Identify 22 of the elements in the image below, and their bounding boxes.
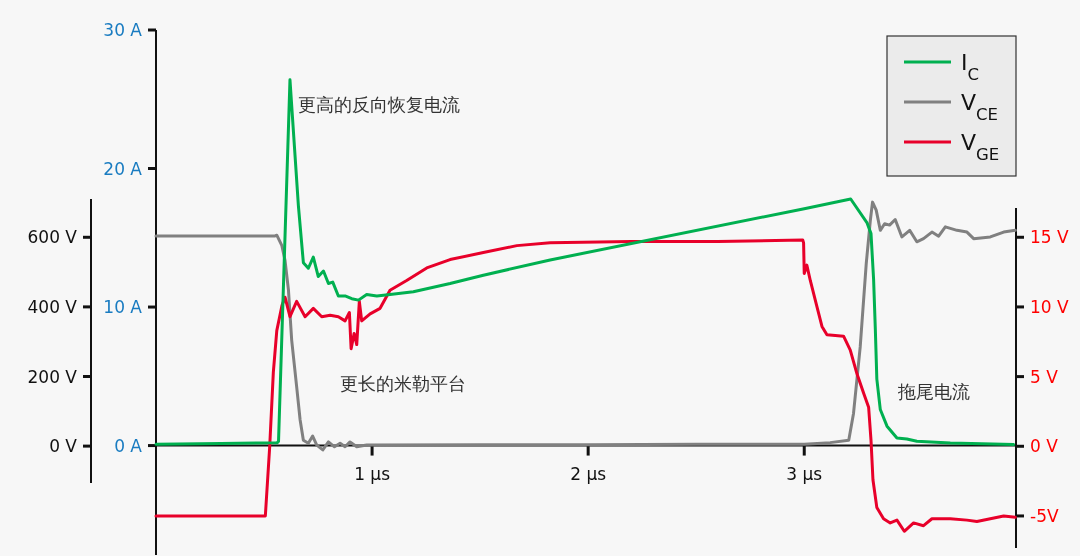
x-tick-label: 3 µs [786, 463, 823, 484]
y3-tick-label: 600 V [27, 227, 78, 248]
annotation: 更高的反向恢复电流 [298, 94, 460, 115]
y-tick-label: 0 A [114, 435, 143, 456]
y2-tick-label: 15 V [1030, 227, 1070, 248]
y-tick-label: 10 A [103, 297, 143, 318]
y2-tick-label: -5V [1030, 505, 1059, 526]
x-tick-label: 2 µs [570, 463, 607, 484]
y-tick-label: 30 A [103, 20, 143, 40]
x-tick-label: 1 µs [354, 463, 391, 484]
legend-label: V$_{CE}$ [961, 90, 999, 124]
annotation: 更长的米勒平台 [340, 373, 466, 394]
legend-label: I$_{C}$ [961, 50, 980, 84]
y-tick-label: 20 A [103, 158, 143, 179]
y3-tick-label: 0 V [49, 436, 78, 457]
y2-tick-label: 10 V [1030, 296, 1070, 317]
y3-tick-label: 400 V [27, 296, 78, 317]
legend-label: V$_{GE}$ [961, 130, 1000, 164]
y3-tick-label: 200 V [27, 366, 78, 387]
annotation: 拖尾电流 [897, 381, 970, 402]
y2-tick-label: 5 V [1030, 366, 1059, 387]
y2-tick-label: 0 V [1030, 436, 1059, 457]
